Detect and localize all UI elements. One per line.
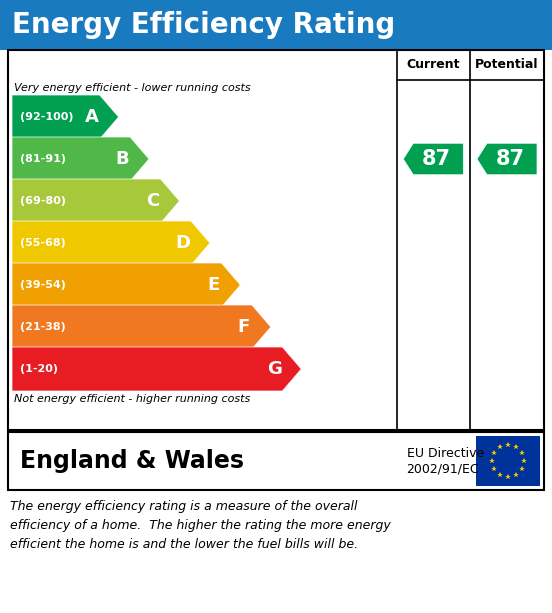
Polygon shape	[12, 179, 179, 223]
Polygon shape	[12, 221, 210, 265]
Bar	[8, 432, 544, 490]
Bar	[476, 436, 540, 486]
Text: (55-68): (55-68)	[20, 238, 66, 248]
Text: F: F	[238, 318, 250, 336]
Text: Not energy efficient - higher running costs: Not energy efficient - higher running co…	[14, 394, 250, 404]
Text: (21-38): (21-38)	[20, 322, 66, 332]
Text: England & Wales: England & Wales	[20, 449, 244, 473]
Text: EU Directive
2002/91/EC: EU Directive 2002/91/EC	[407, 447, 484, 475]
Text: A: A	[84, 108, 99, 126]
Text: The energy efficiency rating is a measure of the overall
efficiency of a home.  : The energy efficiency rating is a measur…	[10, 500, 391, 551]
Polygon shape	[404, 143, 463, 175]
Polygon shape	[477, 143, 537, 175]
Polygon shape	[12, 263, 240, 307]
Polygon shape	[12, 137, 149, 181]
Polygon shape	[12, 305, 271, 349]
Text: 87: 87	[422, 149, 451, 169]
Text: C: C	[146, 192, 159, 210]
Text: (92-100): (92-100)	[20, 112, 73, 122]
Text: (1-20): (1-20)	[20, 364, 58, 374]
Text: D: D	[176, 234, 190, 252]
Text: (81-91): (81-91)	[20, 154, 66, 164]
Bar	[0, 0, 552, 50]
Text: B: B	[115, 150, 129, 168]
Text: Potential: Potential	[475, 58, 539, 72]
Text: Current: Current	[407, 58, 460, 72]
Text: G: G	[267, 360, 282, 378]
Text: E: E	[208, 276, 220, 294]
Text: Very energy efficient - lower running costs: Very energy efficient - lower running co…	[14, 83, 251, 93]
Text: (69-80): (69-80)	[20, 196, 66, 206]
Text: 87: 87	[496, 149, 524, 169]
Bar	[8, 50, 544, 430]
Polygon shape	[12, 347, 301, 391]
Polygon shape	[12, 95, 119, 139]
Text: Energy Efficiency Rating: Energy Efficiency Rating	[12, 11, 395, 39]
Text: (39-54): (39-54)	[20, 280, 66, 290]
